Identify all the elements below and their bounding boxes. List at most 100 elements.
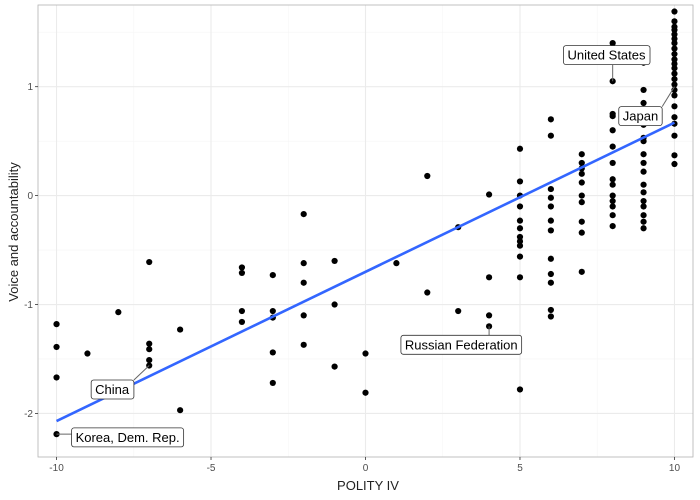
annotation-label: United States [563,45,651,82]
y-tick-label: -2 [24,409,33,420]
data-point [609,203,616,210]
data-point [547,270,554,278]
data-point [177,326,184,333]
data-point [640,203,647,210]
data-point [671,40,678,47]
data-point [671,132,678,139]
data-point [424,172,431,180]
data-point [640,99,647,107]
data-point [516,274,524,281]
data-point [609,192,616,199]
data-point [238,307,246,315]
data-point [547,203,554,210]
x-tick-label: 10 [669,463,681,474]
data-point [609,127,616,134]
annotation-label: Russian Federation [400,326,523,355]
data-point [238,264,246,271]
annotation-text: Korea, Dem. Rep. [76,430,180,445]
data-point [393,260,400,267]
y-tick-label: -1 [24,300,33,311]
data-point [578,199,585,206]
annotation-text: Japan [623,109,658,124]
data-point [146,258,153,266]
data-point [547,132,554,139]
data-point [516,253,524,260]
data-point [609,222,616,230]
annotation-label: China [90,365,150,400]
data-point [547,185,554,193]
data-point [516,242,524,249]
data-point [177,407,184,414]
data-point [578,170,585,177]
data-point [640,218,647,225]
data-point [609,40,616,47]
data-point [269,272,276,279]
data-point [516,178,524,185]
data-point [238,269,246,277]
annotation-box [71,427,185,448]
data-point [547,194,554,201]
data-point [331,257,338,265]
annotation-label: Korea, Dem. Rep. [56,427,185,448]
annotation-box [90,379,135,400]
data-point [609,143,616,150]
data-point [578,229,585,236]
data-point [300,211,307,218]
data-point [671,92,678,99]
data-point [516,145,524,152]
data-point [516,225,524,232]
data-point [640,212,647,219]
data-point [53,374,60,381]
annotation-box [618,106,663,126]
annotation-text: China [95,382,130,397]
data-point [640,189,647,196]
data-point [331,363,338,370]
data-point [547,279,554,286]
data-point [146,356,153,364]
annotation-connector [661,86,675,107]
data-point [146,340,153,347]
data-point [485,312,493,319]
y-tick-label: 1 [27,82,33,93]
data-point [671,152,678,159]
annotations: United States Japan Russian Federation Chin… [56,45,675,448]
data-point [516,217,524,224]
data-point [146,346,153,353]
data-point [516,386,524,393]
data-point [640,181,647,188]
data-point [609,197,616,205]
data-point [671,81,678,88]
data-point [671,26,678,34]
data-point [485,274,493,281]
data-point [300,279,307,286]
data-point [640,151,647,158]
data-point [578,151,585,158]
data-point [609,212,616,219]
data-point [547,116,554,123]
data-point [300,312,307,319]
data-point [640,197,647,205]
data-point [671,31,678,38]
data-point [53,321,60,328]
data-point [516,233,524,241]
data-point [547,217,554,224]
data-point [609,159,616,167]
data-point [671,103,678,110]
data-point [671,18,678,25]
data-point [485,191,493,198]
fit-line-group [55,121,676,423]
data-point [53,343,60,351]
data-point [300,341,307,348]
data-point [84,350,91,357]
data-point [578,179,585,186]
x-tick-label: -10 [49,463,64,474]
data-point [269,349,276,356]
points [53,8,678,438]
data-point [455,307,462,315]
y-axis-title: Voice and accountability [6,162,21,302]
data-point [640,225,647,232]
data-point [300,260,307,267]
x-tick-label: 5 [517,463,523,474]
data-point [547,255,554,262]
